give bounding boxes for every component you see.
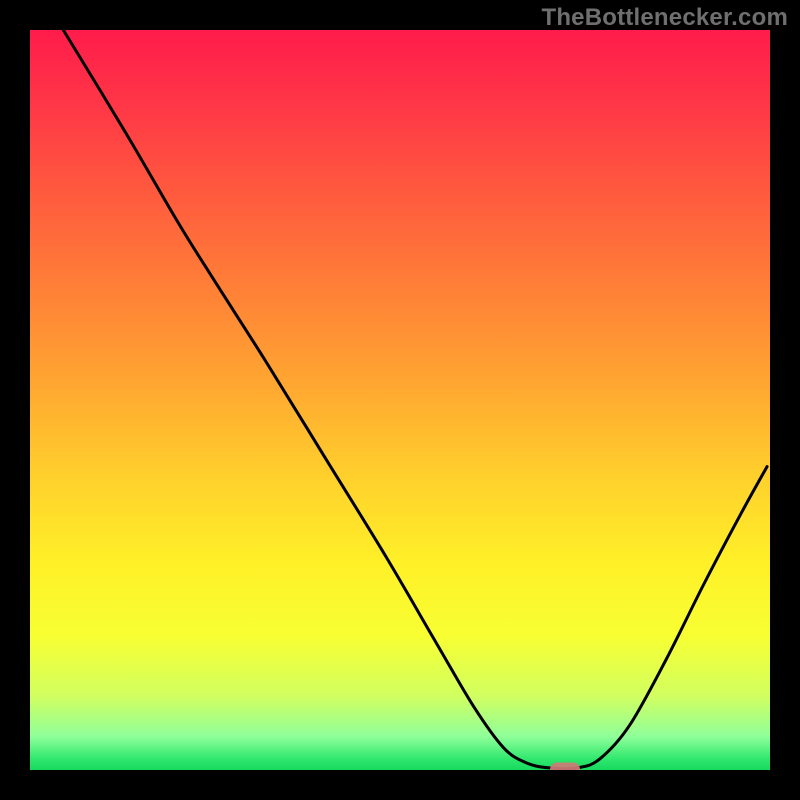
chart-frame: TheBottlenecker.com (0, 0, 800, 800)
bottleneck-chart (0, 0, 800, 800)
gradient-background (30, 30, 770, 770)
optimal-marker (550, 763, 580, 778)
watermark-text: TheBottlenecker.com (541, 4, 788, 32)
